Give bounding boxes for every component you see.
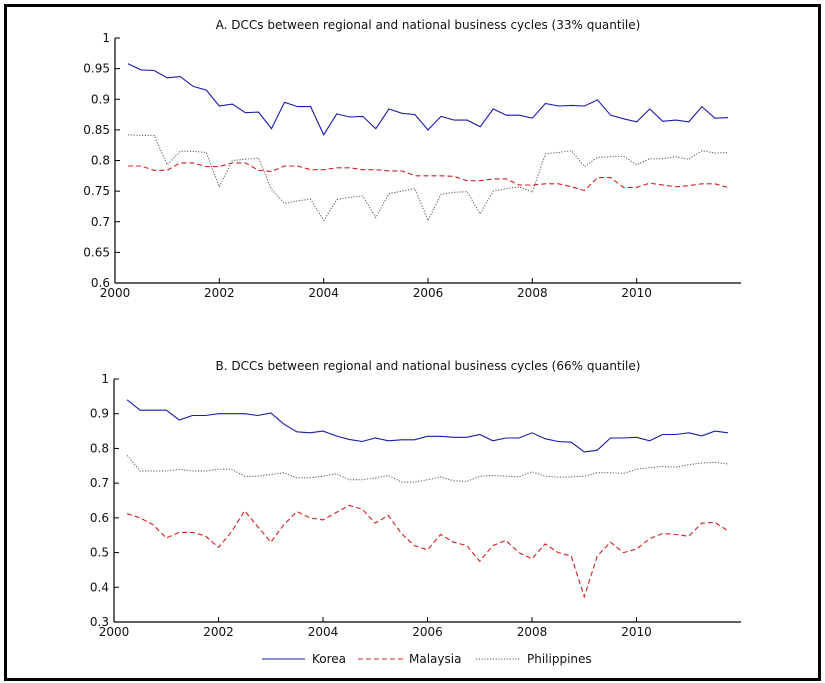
legend-label-philippines: Philippines [527, 652, 592, 666]
panel-a-series-malaysia [128, 162, 729, 192]
panel-b-series-philippines [126, 455, 728, 483]
panel-a-axes: 0.6 0.65 0.7 0.75 0.8 0.85 0.9 0.95 1 2000 2002 200… [83, 31, 741, 300]
panel-a-y-tick-label: 0.85 [83, 123, 110, 137]
panel-b-x-tick-label: 2000 [99, 625, 130, 639]
panel-b-y-tick-label: 0.3 [90, 615, 109, 629]
legend: Korea Malaysia Philippines [262, 652, 592, 666]
panel-a-x-tick-label: 2002 [204, 286, 235, 300]
panel-b-x-tick-label: 2004 [308, 625, 339, 639]
panel-b-axes: 0.3 0.4 0.5 0.6 0.7 0.8 0.9 1 2000 2002 2004 2006 20… [90, 372, 741, 639]
panel-a-y-tick-label: 0.6 [91, 276, 110, 290]
panel-b-y-tick-label: 0.9 [90, 407, 109, 421]
panel-b-series-korea [126, 399, 728, 453]
panel-b-x-tick-label: 2002 [203, 625, 234, 639]
panel-a-x-tick-label: 2006 [413, 286, 444, 300]
panel-b-y-tick-label: 0.6 [90, 511, 109, 525]
panel-b-y-tick-label: 0.8 [90, 441, 109, 455]
legend-label-korea: Korea [312, 652, 346, 666]
panel-b-series-malaysia [126, 504, 729, 599]
panel-a-series-korea [127, 63, 729, 136]
figure-frame [4, 4, 821, 681]
panel-b-x-tick-label: 2010 [621, 625, 652, 639]
panel-b-title: B. DCCs between regional and national bu… [216, 359, 641, 373]
panel-a-title: A. DCCs between regional and national bu… [216, 18, 641, 32]
panel-b-y-tick-label: 0.5 [90, 546, 109, 560]
panel-b-y-tick-label: 0.4 [90, 580, 109, 594]
panel-a-x-tick-label: 2000 [100, 286, 131, 300]
panel-a-y-tick-label: 0.8 [91, 154, 110, 168]
panel-a-y-tick-label: 0.7 [91, 215, 110, 229]
panel-a-y-tick-label: 0.75 [83, 184, 110, 198]
panel-b-y-tick-label: 1 [101, 372, 109, 386]
panel-b: B. DCCs between regional and national bu… [90, 359, 741, 639]
panel-a-lines [127, 63, 729, 222]
panel-b-lines [126, 399, 729, 599]
panel-b-x-tick-label: 2008 [517, 625, 548, 639]
panel-a-x-tick-label: 2008 [517, 286, 548, 300]
legend-label-malaysia: Malaysia [409, 652, 461, 666]
panel-b-x-tick-label: 2006 [412, 625, 443, 639]
panel-a-y-tick-label: 0.95 [83, 62, 110, 76]
panel-a: A. DCCs between regional and national bu… [83, 18, 741, 300]
panel-a-y-tick-label: 1 [102, 31, 110, 45]
panel-a-series-philippines [127, 134, 729, 222]
panel-a-y-tick-label: 0.9 [91, 92, 110, 106]
panel-a-y-tick-label: 0.65 [83, 245, 110, 259]
panel-b-y-tick-label: 0.7 [90, 476, 109, 490]
panel-a-x-tick-label: 2010 [621, 286, 652, 300]
panel-a-x-tick-label: 2004 [308, 286, 339, 300]
